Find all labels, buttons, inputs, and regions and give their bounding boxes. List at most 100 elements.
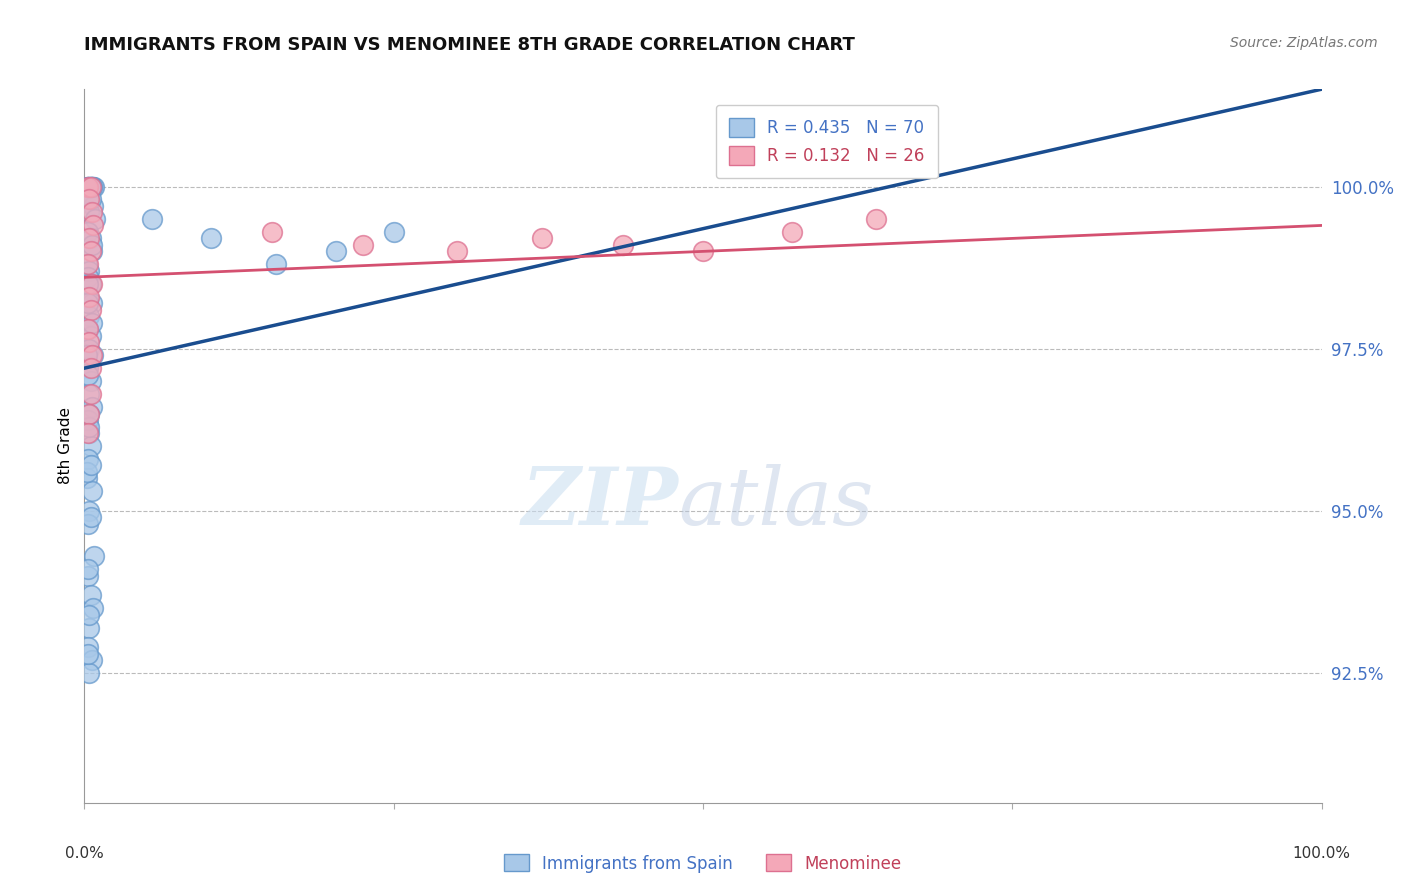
- Point: [79, 290, 101, 304]
- Point: [77, 413, 100, 427]
- Point: [82, 348, 104, 362]
- Point: [82, 179, 104, 194]
- Point: [77, 257, 100, 271]
- Point: [382, 225, 405, 239]
- Point: [79, 231, 101, 245]
- Point: [83, 549, 105, 564]
- Point: [79, 193, 101, 207]
- Point: [77, 647, 100, 661]
- Point: [80, 277, 103, 291]
- Point: [79, 264, 101, 278]
- Point: [80, 179, 103, 194]
- Point: [79, 179, 101, 194]
- Text: Source: ZipAtlas.com: Source: ZipAtlas.com: [1230, 36, 1378, 50]
- Point: [79, 374, 101, 388]
- Point: [79, 588, 101, 602]
- Point: [79, 310, 101, 324]
- Point: [79, 179, 101, 194]
- Point: [79, 407, 101, 421]
- Point: [76, 179, 98, 194]
- Point: [77, 562, 100, 576]
- Point: [79, 510, 101, 524]
- Point: [77, 225, 100, 239]
- Point: [77, 277, 100, 291]
- Point: [79, 458, 101, 473]
- Point: [82, 601, 104, 615]
- Point: [79, 419, 101, 434]
- Point: [780, 225, 803, 239]
- Point: [77, 640, 100, 654]
- Point: [325, 244, 347, 259]
- Point: [77, 361, 100, 376]
- Point: [79, 407, 101, 421]
- Point: [79, 504, 101, 518]
- Point: [77, 452, 100, 467]
- Point: [79, 179, 101, 194]
- Point: [77, 193, 100, 207]
- Point: [79, 205, 101, 219]
- Point: [141, 211, 163, 226]
- Point: [612, 238, 634, 252]
- Point: [446, 244, 468, 259]
- Text: 0.0%: 0.0%: [65, 846, 104, 861]
- Point: [76, 348, 98, 362]
- Point: [79, 302, 101, 317]
- Point: [82, 199, 104, 213]
- Point: [77, 425, 100, 440]
- Point: [77, 516, 100, 531]
- Point: [77, 179, 100, 194]
- Point: [692, 244, 714, 259]
- Point: [82, 219, 104, 233]
- Point: [77, 568, 100, 582]
- Point: [76, 257, 98, 271]
- Point: [865, 211, 887, 226]
- Point: [79, 387, 101, 401]
- Point: [79, 439, 101, 453]
- Point: [77, 179, 100, 194]
- Text: 100.0%: 100.0%: [1292, 846, 1351, 861]
- Point: [79, 666, 101, 681]
- Point: [77, 368, 100, 382]
- Point: [76, 471, 98, 485]
- Point: [79, 179, 101, 194]
- Y-axis label: 8th Grade: 8th Grade: [58, 408, 73, 484]
- Point: [79, 277, 101, 291]
- Point: [79, 231, 101, 245]
- Point: [79, 244, 101, 259]
- Point: [79, 179, 101, 194]
- Point: [80, 238, 103, 252]
- Point: [79, 387, 101, 401]
- Point: [79, 179, 101, 194]
- Point: [262, 225, 284, 239]
- Point: [80, 400, 103, 414]
- Point: [77, 179, 100, 194]
- Text: ZIP: ZIP: [522, 465, 678, 541]
- Point: [77, 322, 100, 336]
- Point: [80, 484, 103, 499]
- Point: [76, 465, 98, 479]
- Text: atlas: atlas: [678, 465, 873, 541]
- Point: [76, 290, 98, 304]
- Text: IMMIGRANTS FROM SPAIN VS MENOMINEE 8TH GRADE CORRELATION CHART: IMMIGRANTS FROM SPAIN VS MENOMINEE 8TH G…: [84, 36, 855, 54]
- Point: [79, 425, 101, 440]
- Point: [79, 361, 101, 376]
- Point: [79, 621, 101, 635]
- Point: [83, 179, 105, 194]
- Point: [80, 296, 103, 310]
- Point: [79, 193, 101, 207]
- Point: [79, 607, 101, 622]
- Point: [77, 322, 100, 336]
- Point: [79, 328, 101, 343]
- Point: [80, 179, 103, 194]
- Point: [80, 316, 103, 330]
- Point: [264, 257, 287, 271]
- Point: [77, 270, 100, 285]
- Point: [352, 238, 374, 252]
- Legend: R = 0.435   N = 70, R = 0.132   N = 26: R = 0.435 N = 70, R = 0.132 N = 26: [716, 104, 938, 178]
- Point: [80, 348, 103, 362]
- Point: [80, 653, 103, 667]
- Point: [77, 296, 100, 310]
- Point: [84, 211, 107, 226]
- Legend: Immigrants from Spain, Menominee: Immigrants from Spain, Menominee: [498, 847, 908, 880]
- Point: [80, 244, 103, 259]
